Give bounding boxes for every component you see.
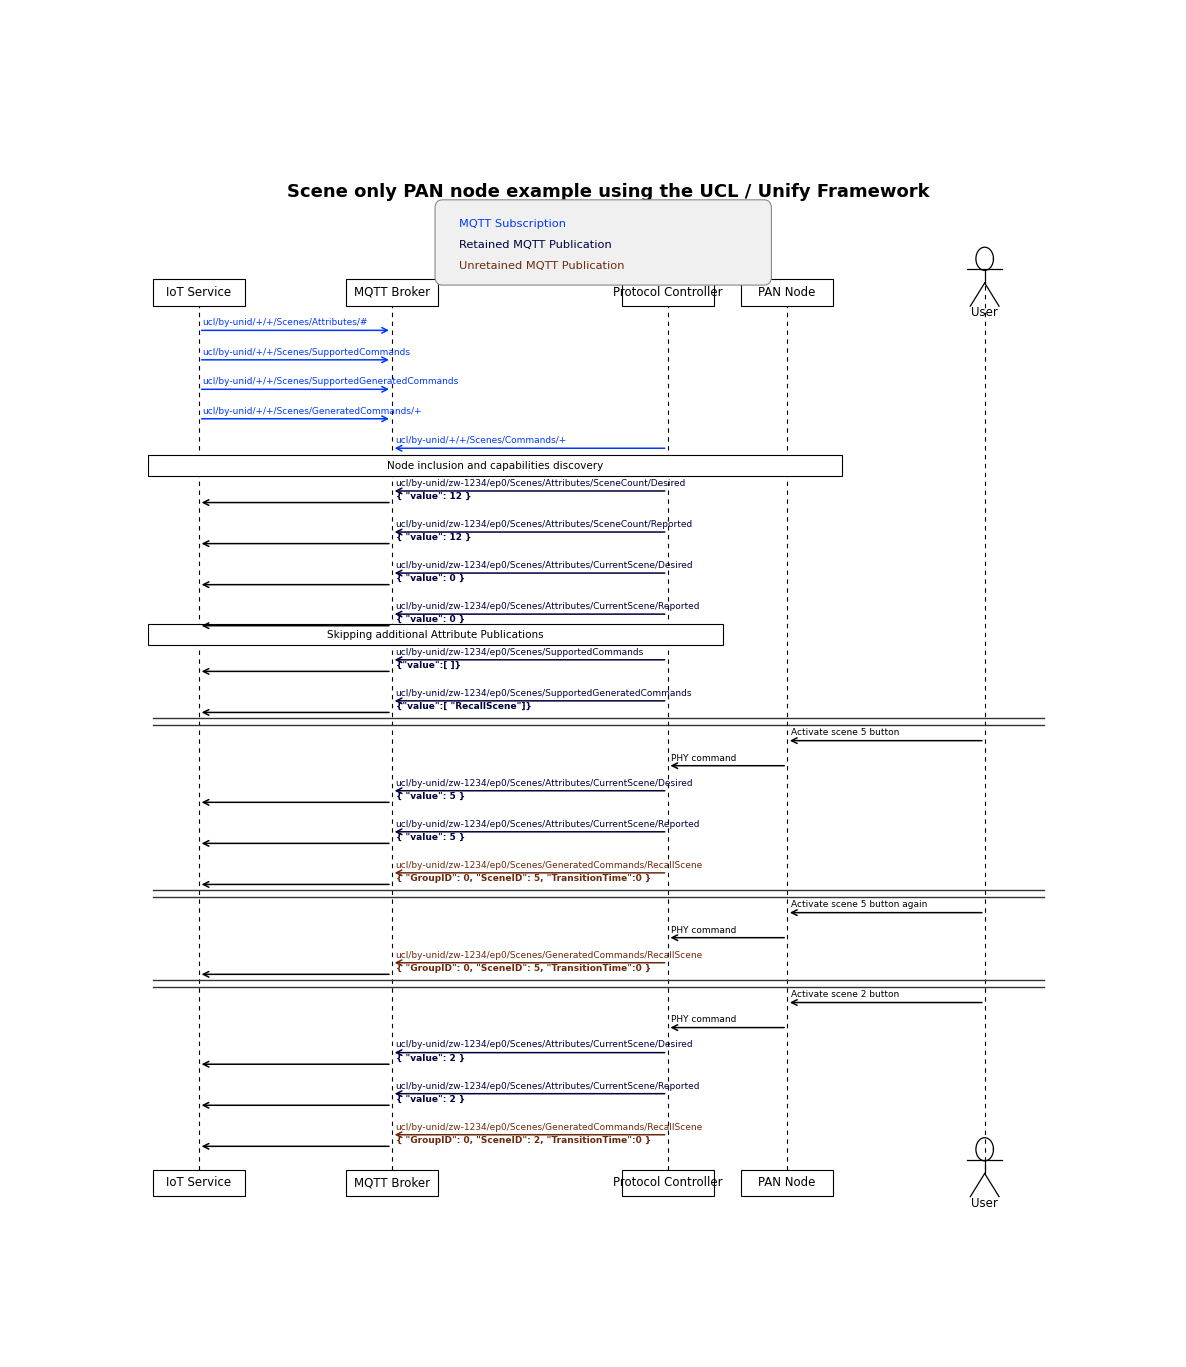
Text: PAN Node: PAN Node [758, 286, 816, 299]
Text: { "value": 5 }: { "value": 5 } [395, 833, 465, 842]
Text: User: User [971, 1196, 999, 1210]
Text: PHY command: PHY command [671, 925, 737, 935]
Text: IoT Service: IoT Service [166, 1177, 231, 1189]
Bar [346, 1170, 438, 1196]
Text: ucl/by-unid/zw-1234/ep0/Scenes/SupportedCommands: ucl/by-unid/zw-1234/ep0/Scenes/Supported… [395, 648, 644, 656]
Text: Protocol Controller: Protocol Controller [613, 286, 722, 299]
Text: ucl/by-unid/+/+/Scenes/SupportedCommands: ucl/by-unid/+/+/Scenes/SupportedCommands [203, 347, 410, 357]
Text: Activate scene 5 button: Activate scene 5 button [791, 729, 899, 737]
Text: ucl/by-unid/zw-1234/ep0/Scenes/GeneratedCommands/RecallScene: ucl/by-unid/zw-1234/ep0/Scenes/Generated… [395, 1122, 703, 1132]
Text: ucl/by-unid/zw-1234/ep0/Scenes/Attributes/SceneCount/Reported: ucl/by-unid/zw-1234/ep0/Scenes/Attribute… [395, 519, 693, 529]
Text: PAN Node: PAN Node [758, 1177, 816, 1189]
Bar [621, 279, 714, 306]
Text: PHY command: PHY command [671, 1016, 737, 1024]
Text: ucl/by-unid/zw-1234/ep0/Scenes/Attributes/CurrentScene/Reported: ucl/by-unid/zw-1234/ep0/Scenes/Attribute… [395, 820, 700, 828]
Text: Node inclusion and capabilities discovery: Node inclusion and capabilities discover… [387, 461, 604, 470]
Text: Scene only PAN node example using the UCL / Unify Framework: Scene only PAN node example using the UC… [287, 183, 929, 201]
Text: ucl/by-unid/zw-1234/ep0/Scenes/Attributes/CurrentScene/Desired: ucl/by-unid/zw-1234/ep0/Scenes/Attribute… [395, 779, 693, 787]
Text: IoT Service: IoT Service [166, 286, 231, 299]
Text: { "value": 0 }: { "value": 0 } [395, 574, 465, 584]
Text: { "value": 2 }: { "value": 2 } [395, 1095, 465, 1103]
Bar [346, 279, 438, 306]
Text: ucl/by-unid/zw-1234/ep0/Scenes/Attributes/CurrentScene/Reported: ucl/by-unid/zw-1234/ep0/Scenes/Attribute… [395, 601, 700, 611]
Text: { "value": 2 }: { "value": 2 } [395, 1054, 465, 1062]
Text: { "value": 5 }: { "value": 5 } [395, 791, 465, 801]
Text: MQTT Subscription: MQTT Subscription [459, 219, 566, 228]
Text: Activate scene 2 button: Activate scene 2 button [791, 990, 899, 999]
Bar [148, 625, 722, 645]
Text: { "value": 12 }: { "value": 12 } [395, 492, 471, 502]
Text: { "GroupID": 0, "SceneID": 2, "TransitionTime":0 }: { "GroupID": 0, "SceneID": 2, "Transitio… [395, 1136, 651, 1144]
Bar [621, 1170, 714, 1196]
Bar [153, 279, 244, 306]
Text: PHY command: PHY command [671, 753, 737, 763]
Text: { "GroupID": 0, "SceneID": 5, "TransitionTime":0 }: { "GroupID": 0, "SceneID": 5, "Transitio… [395, 874, 651, 883]
Text: ucl/by-unid/+/+/Scenes/Attributes/#: ucl/by-unid/+/+/Scenes/Attributes/# [203, 319, 368, 327]
Bar [153, 1170, 244, 1196]
Text: Protocol Controller: Protocol Controller [613, 1177, 722, 1189]
Bar [741, 1170, 833, 1196]
Text: MQTT Broker: MQTT Broker [353, 1177, 429, 1189]
Text: ucl/by-unid/zw-1234/ep0/Scenes/Attributes/SceneCount/Desired: ucl/by-unid/zw-1234/ep0/Scenes/Attribute… [395, 478, 686, 488]
Text: Retained MQTT Publication: Retained MQTT Publication [459, 239, 612, 250]
Text: { "value": 0 }: { "value": 0 } [395, 615, 465, 625]
Text: MQTT Broker: MQTT Broker [353, 286, 429, 299]
Text: ucl/by-unid/zw-1234/ep0/Scenes/Attributes/CurrentScene/Desired: ucl/by-unid/zw-1234/ep0/Scenes/Attribute… [395, 1040, 693, 1050]
Text: ucl/by-unid/+/+/Scenes/Commands/+: ucl/by-unid/+/+/Scenes/Commands/+ [395, 436, 567, 446]
Bar [741, 279, 833, 306]
Text: ucl/by-unid/zw-1234/ep0/Scenes/GeneratedCommands/RecallScene: ucl/by-unid/zw-1234/ep0/Scenes/Generated… [395, 950, 703, 960]
Text: ucl/by-unid/zw-1234/ep0/Scenes/SupportedGeneratedCommands: ucl/by-unid/zw-1234/ep0/Scenes/Supported… [395, 689, 691, 697]
Bar [148, 455, 842, 477]
FancyBboxPatch shape [435, 200, 771, 286]
Text: Unretained MQTT Publication: Unretained MQTT Publication [459, 261, 624, 271]
Text: ucl/by-unid/zw-1234/ep0/Scenes/Attributes/CurrentScene/Reported: ucl/by-unid/zw-1234/ep0/Scenes/Attribute… [395, 1081, 700, 1091]
Text: {"value":[ ]}: {"value":[ ]} [395, 660, 460, 670]
Text: ucl/by-unid/+/+/Scenes/SupportedGeneratedCommands: ucl/by-unid/+/+/Scenes/SupportedGenerate… [203, 377, 459, 385]
Text: ucl/by-unid/zw-1234/ep0/Scenes/Attributes/CurrentScene/Desired: ucl/by-unid/zw-1234/ep0/Scenes/Attribute… [395, 560, 693, 570]
Text: { "value": 12 }: { "value": 12 } [395, 533, 471, 543]
Text: {"value":[ "RecallScene"]}: {"value":[ "RecallScene"]} [395, 701, 531, 711]
Text: ucl/by-unid/zw-1234/ep0/Scenes/GeneratedCommands/RecallScene: ucl/by-unid/zw-1234/ep0/Scenes/Generated… [395, 861, 703, 869]
Text: { "GroupID": 0, "SceneID": 5, "TransitionTime":0 }: { "GroupID": 0, "SceneID": 5, "Transitio… [395, 964, 651, 973]
Text: Skipping additional Attribute Publications: Skipping additional Attribute Publicatio… [327, 630, 544, 640]
Text: ucl/by-unid/+/+/Scenes/GeneratedCommands/+: ucl/by-unid/+/+/Scenes/GeneratedCommands… [203, 406, 422, 416]
Text: Activate scene 5 button again: Activate scene 5 button again [791, 901, 927, 909]
Text: User: User [971, 306, 999, 319]
